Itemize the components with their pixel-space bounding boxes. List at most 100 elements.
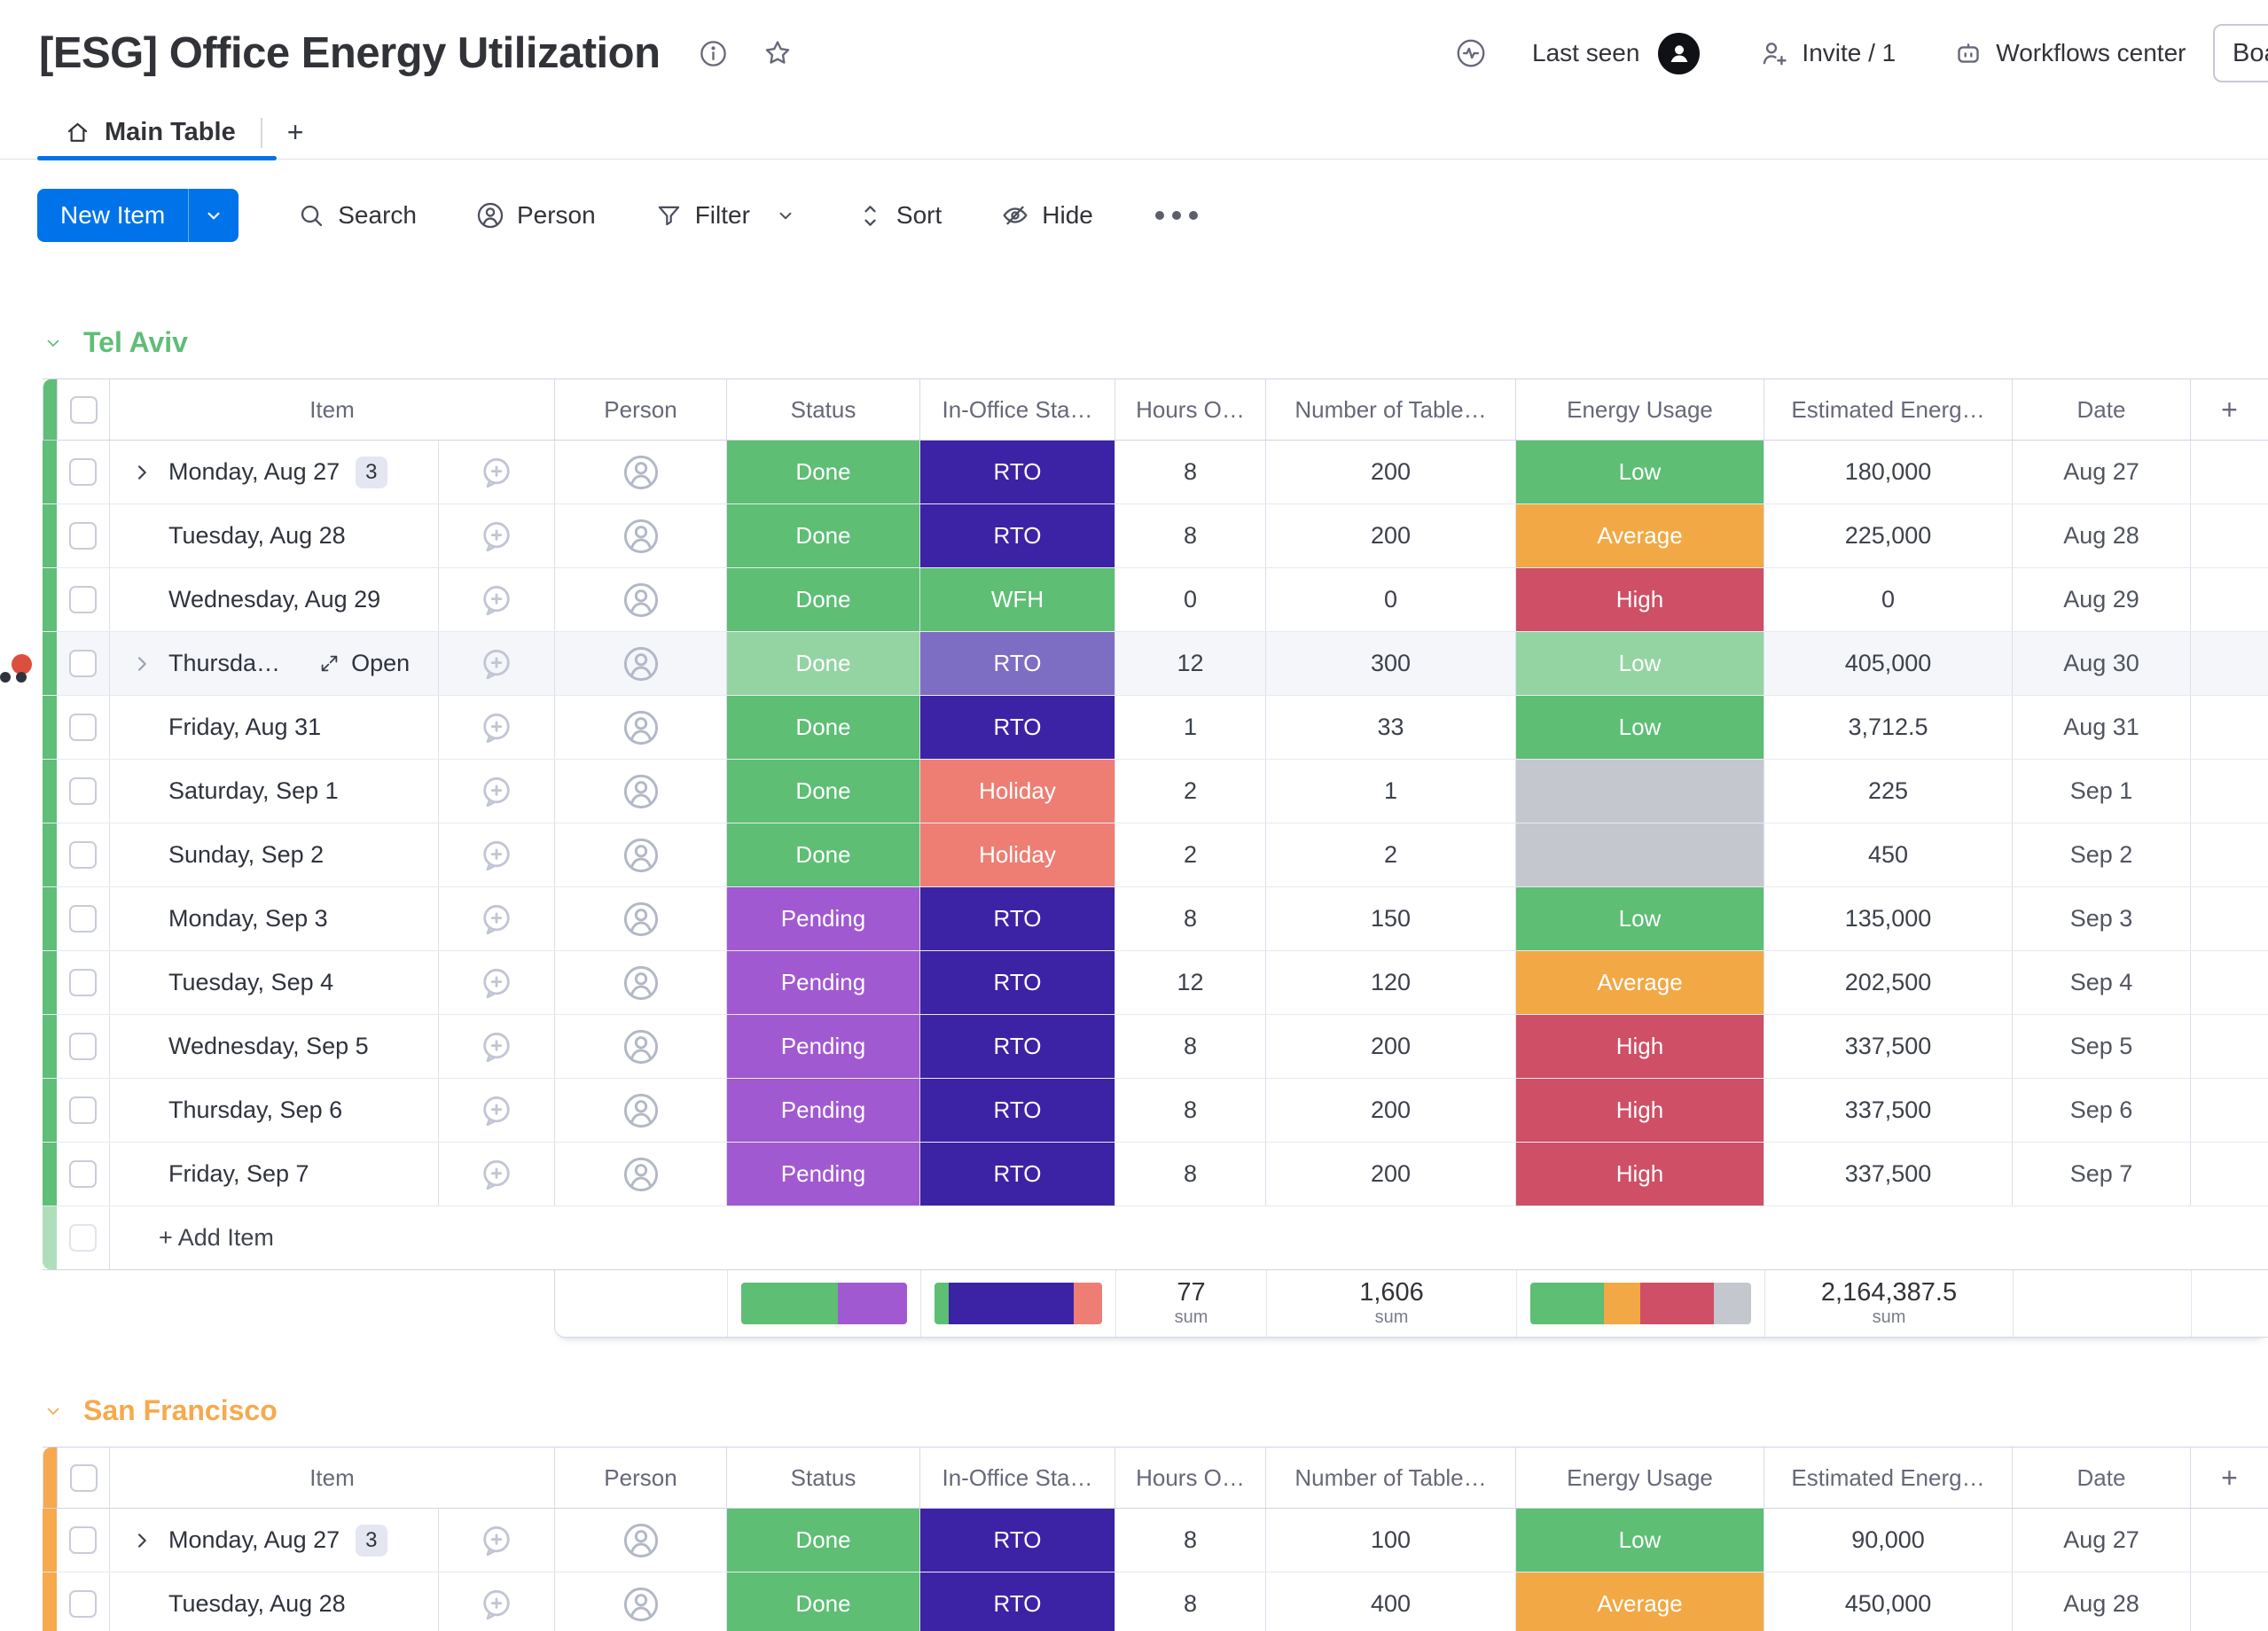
chat-plus-icon[interactable] xyxy=(478,1522,515,1559)
open-item-button[interactable]: Open xyxy=(317,650,410,677)
tab-main-table[interactable]: Main Table xyxy=(64,118,236,147)
new-item-caret[interactable] xyxy=(188,189,239,242)
in-office-distribution[interactable] xyxy=(920,1270,1115,1337)
item-name[interactable]: Monday, Aug 27 xyxy=(168,1526,340,1553)
in-office-status-chip[interactable]: RTO xyxy=(919,441,1114,503)
person-cell[interactable] xyxy=(554,441,726,503)
number-of-tables-cell[interactable]: 120 xyxy=(1265,951,1515,1014)
column-header-in-office-status[interactable]: In-Office Sta… xyxy=(919,1448,1114,1508)
number-of-tables-cell[interactable]: 400 xyxy=(1265,1572,1515,1631)
hours-cell[interactable]: 1 xyxy=(1114,696,1265,759)
hours-cell[interactable]: 8 xyxy=(1114,1509,1265,1572)
chat-plus-icon[interactable] xyxy=(478,1586,515,1623)
person-cell[interactable] xyxy=(554,568,726,631)
number-of-tables-cell[interactable]: 1 xyxy=(1265,760,1515,823)
new-item-button[interactable]: New Item xyxy=(37,189,239,242)
person-cell[interactable] xyxy=(554,1143,726,1206)
item-name[interactable]: Monday, Sep 3 xyxy=(168,905,328,932)
chevron-down-icon[interactable] xyxy=(43,332,64,354)
chat-plus-icon[interactable] xyxy=(478,837,515,874)
sort-button[interactable]: Sort xyxy=(856,201,942,230)
row-checkbox[interactable] xyxy=(69,905,97,933)
estimated-energy-cell[interactable]: 180,000 xyxy=(1764,441,2012,503)
person-cell[interactable] xyxy=(554,887,726,950)
person-cell[interactable] xyxy=(554,504,726,567)
estimated-energy-cell[interactable]: 225,000 xyxy=(1764,504,2012,567)
energy-usage-chip[interactable]: Low xyxy=(1515,1509,1764,1572)
chevron-down-icon[interactable] xyxy=(43,1401,64,1422)
status-chip[interactable]: Done xyxy=(726,568,919,631)
person-cell[interactable] xyxy=(554,1572,726,1631)
row-checkbox[interactable] xyxy=(69,586,97,613)
filter-caret-icon[interactable] xyxy=(774,204,797,227)
energy-usage-chip[interactable]: Average xyxy=(1515,1572,1764,1631)
item-name[interactable]: Wednesday, Aug 29 xyxy=(168,586,381,613)
column-header-number-of-tables[interactable]: Number of Table… xyxy=(1265,1448,1515,1508)
date-cell[interactable]: Aug 27 xyxy=(2012,441,2190,503)
in-office-status-chip[interactable]: Holiday xyxy=(919,823,1114,886)
number-of-tables-cell[interactable]: 300 xyxy=(1265,632,1515,695)
item-name[interactable]: Wednesday, Sep 5 xyxy=(168,1033,369,1059)
hours-cell[interactable]: 0 xyxy=(1114,568,1265,631)
status-chip[interactable]: Pending xyxy=(726,951,919,1014)
chat-plus-icon[interactable] xyxy=(478,645,515,683)
number-of-tables-cell[interactable]: 33 xyxy=(1265,696,1515,759)
expand-chevron-icon[interactable] xyxy=(126,1529,158,1552)
chat-plus-icon[interactable] xyxy=(478,1028,515,1065)
last-seen-avatar[interactable] xyxy=(1658,32,1701,74)
status-chip[interactable]: Done xyxy=(726,504,919,567)
number-of-tables-cell[interactable]: 2 xyxy=(1265,823,1515,886)
item-name[interactable]: Saturday, Sep 1 xyxy=(168,777,339,804)
number-of-tables-cell[interactable]: 200 xyxy=(1265,1015,1515,1078)
in-office-status-chip[interactable]: RTO xyxy=(919,951,1114,1014)
row-checkbox[interactable] xyxy=(69,969,97,996)
hours-cell[interactable]: 8 xyxy=(1114,887,1265,950)
person-cell[interactable] xyxy=(554,1079,726,1142)
status-chip[interactable]: Done xyxy=(726,441,919,503)
estimated-energy-cell[interactable]: 337,500 xyxy=(1764,1079,2012,1142)
date-cell[interactable]: Aug 27 xyxy=(2012,1509,2190,1572)
estimated-energy-cell[interactable]: 135,000 xyxy=(1764,887,2012,950)
energy-usage-chip[interactable]: Low xyxy=(1515,696,1764,759)
number-of-tables-cell[interactable]: 100 xyxy=(1265,1509,1515,1572)
row-checkbox[interactable] xyxy=(69,522,97,550)
energy-usage-chip[interactable]: Low xyxy=(1515,441,1764,503)
column-header-status[interactable]: Status xyxy=(726,1448,919,1508)
item-name[interactable]: Monday, Aug 27 xyxy=(168,458,340,485)
in-office-status-chip[interactable]: RTO xyxy=(919,1572,1114,1631)
column-header-energy-usage[interactable]: Energy Usage xyxy=(1515,379,1764,440)
in-office-status-chip[interactable]: RTO xyxy=(919,1143,1114,1206)
hours-cell[interactable]: 8 xyxy=(1114,441,1265,503)
select-all-checkbox[interactable] xyxy=(69,395,98,424)
date-cell[interactable]: Aug 28 xyxy=(2012,504,2190,567)
number-of-tables-cell[interactable]: 200 xyxy=(1265,504,1515,567)
column-header-item[interactable]: Item xyxy=(109,379,554,440)
energy-usage-chip[interactable]: High xyxy=(1515,1015,1764,1078)
status-chip[interactable]: Done xyxy=(726,696,919,759)
date-cell[interactable]: Sep 7 xyxy=(2012,1143,2190,1206)
estimated-energy-cell[interactable]: 405,000 xyxy=(1764,632,2012,695)
row-checkbox[interactable] xyxy=(69,1160,97,1188)
in-office-status-chip[interactable]: RTO xyxy=(919,887,1114,950)
person-cell[interactable] xyxy=(554,632,726,695)
energy-usage-chip[interactable]: Low xyxy=(1515,632,1764,695)
filter-button[interactable]: Filter xyxy=(654,201,797,230)
item-name[interactable]: Tuesday, Sep 4 xyxy=(168,969,334,995)
hours-cell[interactable]: 8 xyxy=(1114,1015,1265,1078)
status-chip[interactable]: Done xyxy=(726,760,919,823)
date-cell[interactable]: Sep 1 xyxy=(2012,760,2190,823)
column-header-hours[interactable]: Hours O… xyxy=(1114,379,1265,440)
person-cell[interactable] xyxy=(554,1015,726,1078)
item-name[interactable]: Thursda… xyxy=(168,650,281,676)
column-header-person[interactable]: Person xyxy=(554,1448,726,1508)
estimated-energy-cell[interactable]: 3,712.5 xyxy=(1764,696,2012,759)
estimated-energy-cell[interactable]: 0 xyxy=(1764,568,2012,631)
hours-cell[interactable]: 2 xyxy=(1114,823,1265,886)
number-of-tables-cell[interactable]: 0 xyxy=(1265,568,1515,631)
in-office-status-chip[interactable]: RTO xyxy=(919,1015,1114,1078)
person-cell[interactable] xyxy=(554,696,726,759)
estimated-energy-cell[interactable]: 337,500 xyxy=(1764,1015,2012,1078)
status-chip[interactable]: Pending xyxy=(726,887,919,950)
estimated-energy-cell[interactable]: 450,000 xyxy=(1764,1572,2012,1631)
activity-pulse-icon[interactable] xyxy=(1454,36,1488,70)
